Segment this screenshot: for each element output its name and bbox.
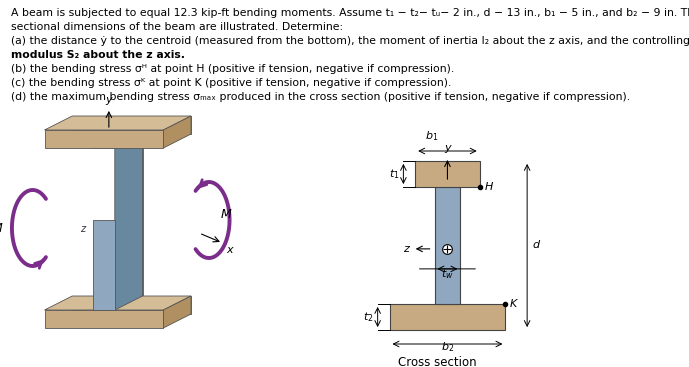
Text: sectional dimensions of the beam are illustrated. Determine:: sectional dimensions of the beam are ill… <box>11 22 343 32</box>
Text: A beam is subjected to equal 12.3 kip-ft bending moments. Assume t₁ − t₂− tᵤ− 2 : A beam is subjected to equal 12.3 kip-ft… <box>11 8 689 18</box>
Polygon shape <box>121 134 143 296</box>
Text: $t_w$: $t_w$ <box>441 267 454 281</box>
Polygon shape <box>115 134 143 310</box>
Text: d: d <box>532 240 539 251</box>
Polygon shape <box>93 134 143 148</box>
Bar <box>45 130 163 148</box>
Text: (c) the bending stress σᴷ at point K (positive if tension, negative if compressi: (c) the bending stress σᴷ at point K (po… <box>11 78 451 88</box>
Text: z: z <box>403 244 409 254</box>
Text: (d) the maximum bending stress σₘₐₓ produced in the cross section (positive if t: (d) the maximum bending stress σₘₐₓ prod… <box>11 92 630 102</box>
Bar <box>415 161 480 187</box>
Polygon shape <box>45 296 191 310</box>
Text: modulus S₂ about the z axis.: modulus S₂ about the z axis. <box>11 50 185 60</box>
Text: (b) the bending stress σᴴ at point H (positive if tension, negative if compressi: (b) the bending stress σᴴ at point H (po… <box>11 64 454 74</box>
Text: K: K <box>509 299 517 309</box>
Text: $t_1$: $t_1$ <box>389 167 400 181</box>
Bar <box>435 187 460 304</box>
Polygon shape <box>163 116 191 148</box>
Text: $b_1$: $b_1$ <box>424 129 438 143</box>
Text: M: M <box>0 222 2 235</box>
Text: y: y <box>444 143 451 153</box>
Text: y: y <box>105 95 112 105</box>
Text: H: H <box>484 182 493 192</box>
Bar <box>389 304 505 330</box>
Text: Cross section: Cross section <box>398 356 477 367</box>
Text: $b_2$: $b_2$ <box>441 340 454 354</box>
Text: M: M <box>220 208 232 222</box>
Text: (a) the distance ẏ to the centroid (measured from the bottom), the moment of ine: (a) the distance ẏ to the centroid (meas… <box>11 36 689 46</box>
Text: z: z <box>80 224 85 234</box>
Polygon shape <box>72 116 191 134</box>
Polygon shape <box>45 116 191 130</box>
Text: x: x <box>227 245 234 255</box>
Polygon shape <box>163 296 191 328</box>
Text: $t_2$: $t_2$ <box>363 310 373 324</box>
Bar <box>45 310 163 328</box>
Polygon shape <box>72 296 191 314</box>
Bar <box>93 220 115 310</box>
